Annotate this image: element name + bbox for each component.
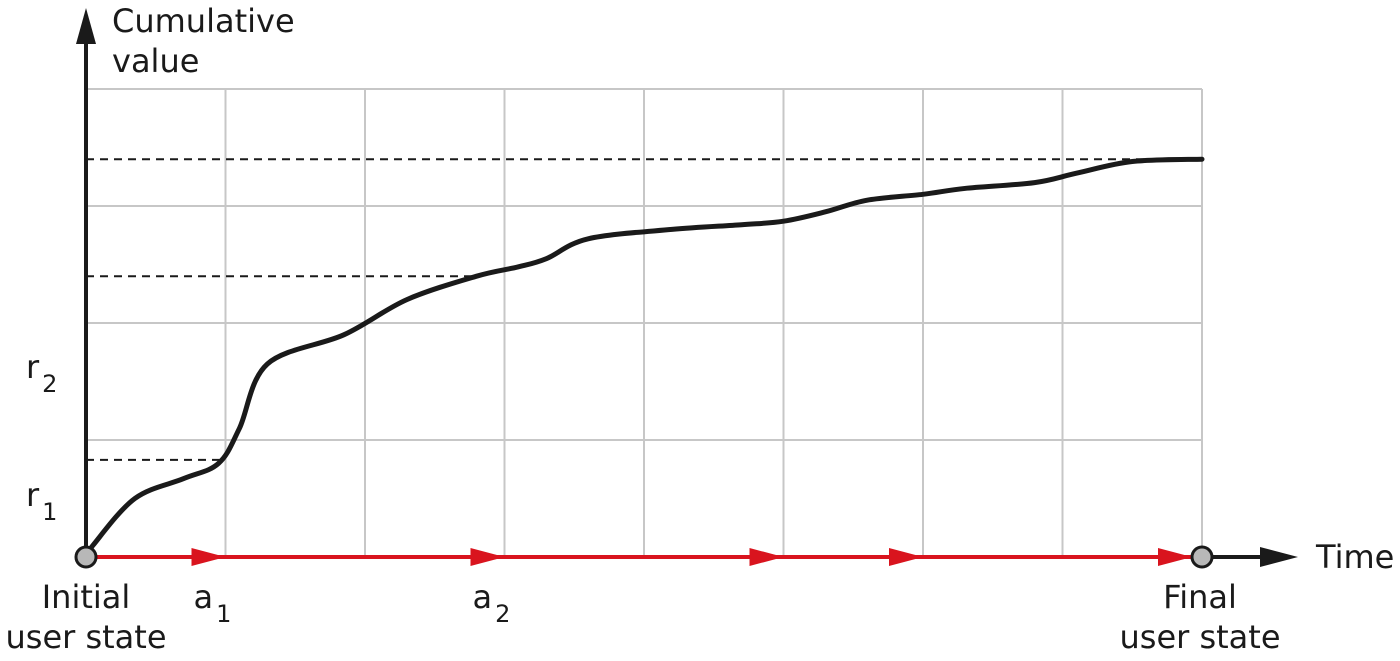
action-arrow-5 xyxy=(1158,548,1192,566)
final-state-label-line2: user state xyxy=(1119,618,1280,656)
action-timeline xyxy=(86,548,1198,566)
series-line-1 xyxy=(83,156,1205,560)
y-axis-label-line2: value xyxy=(112,42,199,80)
action-arrow-4 xyxy=(889,548,923,566)
action-arrow-1 xyxy=(191,548,226,566)
series-layer xyxy=(83,156,1205,560)
reference-lines xyxy=(86,158,1202,461)
final-state-point xyxy=(1190,545,1214,569)
tick-marks: r 1 r 2 a 1 a 2 xyxy=(26,348,510,628)
y-axis-arrowhead xyxy=(76,8,96,44)
initial-state-label-line2: user state xyxy=(5,618,166,656)
action-arrow-2 xyxy=(470,548,505,566)
action-arrow-3 xyxy=(749,548,784,566)
initial-state-label-line1: Initial xyxy=(42,578,131,616)
grid xyxy=(86,88,1203,557)
initial-state-point xyxy=(74,545,98,569)
labels: Cumulative value Time Initial user state… xyxy=(5,2,1394,656)
state-points xyxy=(74,545,1214,569)
final-state-label-line1: Final xyxy=(1163,578,1237,616)
x-axis-label: Time xyxy=(1315,538,1394,576)
x-axis-arrowhead xyxy=(1260,547,1298,567)
y-axis-label-line1: Cumulative xyxy=(112,2,295,40)
axes xyxy=(76,8,1298,567)
